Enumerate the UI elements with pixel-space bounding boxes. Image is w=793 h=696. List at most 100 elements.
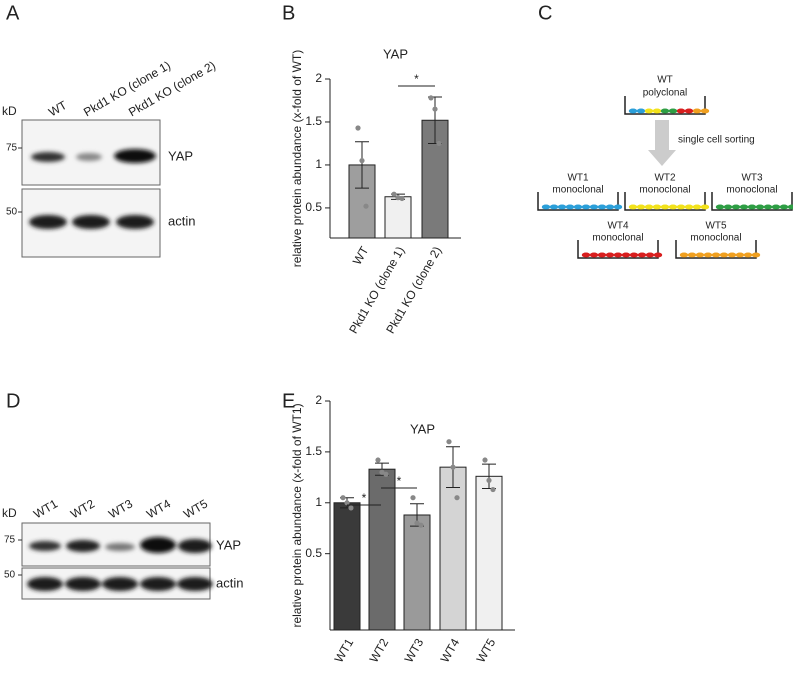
clone-name: WT2 (654, 173, 676, 184)
panel-label: B (282, 2, 295, 24)
cell (652, 204, 662, 210)
cell (763, 204, 773, 210)
marker-label: 75 (4, 535, 16, 546)
arrow (648, 120, 676, 166)
data-point (348, 505, 354, 511)
cell (779, 204, 789, 210)
clone-plate (675, 240, 757, 259)
cell (715, 204, 725, 210)
bar (384, 196, 412, 239)
cell (636, 204, 646, 210)
cell (589, 252, 599, 258)
data-point (391, 191, 397, 197)
cell (613, 204, 623, 210)
data-point (395, 195, 401, 201)
lane-label: WT4 (144, 496, 173, 521)
data-point (436, 140, 442, 147)
cell (684, 108, 694, 114)
cell (771, 204, 781, 210)
clone-type: monoclonal (552, 185, 603, 196)
lane-label: WT3 (106, 496, 135, 521)
cell (605, 204, 615, 210)
panel-label: C (538, 2, 552, 24)
cell (605, 252, 615, 258)
data-point (340, 495, 346, 501)
bar (368, 468, 396, 631)
clone-plate (537, 192, 619, 211)
cell (644, 204, 654, 210)
cell (652, 108, 662, 114)
clone-plate (624, 192, 706, 211)
bands (29, 149, 156, 229)
data-point (383, 471, 389, 477)
lane-label: WT5 (181, 496, 210, 521)
data-point (454, 495, 460, 501)
clone-type: monoclonal (690, 233, 741, 244)
y-axis-label: relative protein abundance (x-fold of WT… (290, 403, 304, 627)
data-point (375, 457, 381, 463)
cell (660, 204, 670, 210)
data-point (482, 457, 488, 463)
data-point (379, 469, 385, 475)
y-tick-label: 0.5 (305, 546, 322, 560)
band-label: YAP (216, 537, 241, 552)
data-point (490, 486, 496, 493)
clone-type: monoclonal (639, 185, 690, 196)
cell (684, 204, 694, 210)
clone-plate (711, 192, 793, 211)
cell (573, 204, 583, 210)
y-axis-label: relative protein abundance (x-fold of WT… (290, 50, 304, 267)
clone-name: WT1 (567, 173, 589, 184)
cell (700, 204, 710, 210)
panel-label: D (6, 390, 20, 412)
x-tick-label: WT5 (474, 636, 499, 665)
panel-label: A (6, 2, 20, 24)
significance-label: * (414, 72, 419, 86)
clone-plate (577, 240, 659, 259)
chart-title: YAP (383, 46, 408, 61)
data-point (399, 195, 405, 202)
lane-label: WT (46, 98, 70, 120)
unit-label: kD (2, 104, 17, 118)
cell (644, 108, 654, 114)
cell (549, 204, 559, 210)
cell (668, 108, 678, 114)
significance-label: * (362, 491, 367, 505)
y-tick-label: 2 (315, 393, 322, 407)
chart-title: YAP (410, 421, 435, 436)
x-tick-label: WT1 (332, 636, 357, 665)
y-tick-label: 1.5 (305, 114, 322, 128)
band-label: YAP (168, 148, 193, 163)
marker-label: 50 (6, 207, 18, 218)
cell (751, 252, 761, 258)
cell (541, 204, 551, 210)
cell (565, 204, 575, 210)
cell (700, 108, 710, 114)
lane-label: WT1 (31, 496, 60, 521)
y-tick-label: 1.5 (305, 444, 322, 458)
cell (692, 204, 702, 210)
cell (653, 252, 663, 258)
source-name: WT (657, 75, 673, 86)
cell (597, 252, 607, 258)
x-tick-label: WT4 (438, 636, 463, 665)
y-tick-label: 1 (315, 157, 322, 171)
cell (727, 252, 737, 258)
cell (743, 252, 753, 258)
y-tick-label: 2 (315, 71, 322, 85)
data-point (432, 106, 438, 112)
marker-label: 50 (4, 570, 16, 581)
clone-name: WT4 (607, 221, 629, 232)
cell (719, 252, 729, 258)
source-plate (624, 96, 706, 115)
cell (692, 108, 702, 114)
significance-label: * (397, 474, 402, 488)
cell (660, 108, 670, 114)
cell (731, 204, 741, 210)
marker-label: 75 (6, 143, 18, 154)
cell (668, 204, 678, 210)
source-type: polyclonal (643, 88, 687, 99)
cell (735, 252, 745, 258)
